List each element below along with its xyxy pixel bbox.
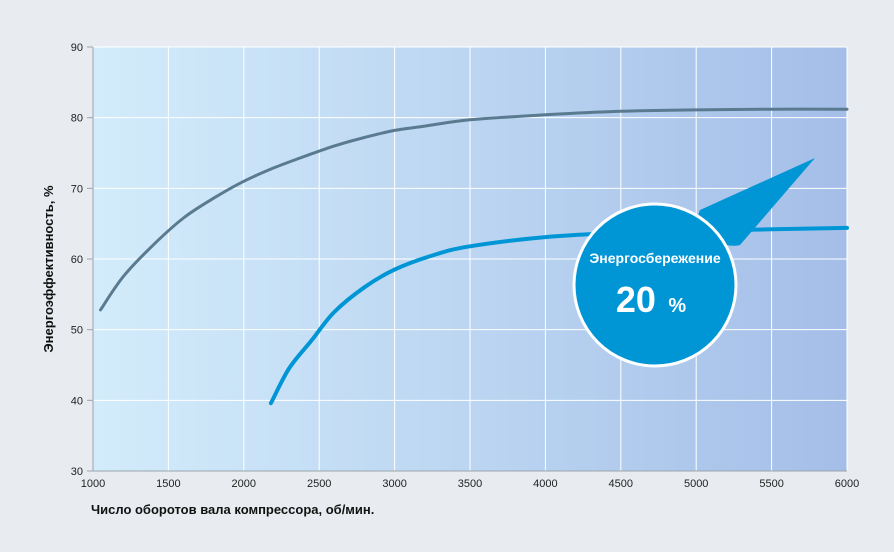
y-tick-label: 40 [71, 395, 83, 407]
x-tick-label: 4500 [609, 478, 633, 490]
x-tick-label: 5500 [759, 478, 783, 490]
x-tick-label: 1500 [156, 478, 180, 490]
y-axis-title: Энергоэффективность, % [41, 185, 56, 353]
series-line-1 [99, 107, 849, 312]
y-tick-label: 90 [71, 42, 83, 54]
y-tick-label: 80 [71, 113, 83, 125]
x-tick-label: 3500 [458, 478, 482, 490]
energy-saving-callout: Энергосбережение 20 % [572, 158, 815, 368]
callout-pointer [698, 158, 815, 246]
y-tick-label: 30 [71, 466, 83, 478]
x-tick-label: 2500 [307, 478, 331, 490]
x-tick-label: 5000 [684, 478, 708, 490]
y-tick-label: 50 [71, 325, 83, 337]
y-tick-label: 70 [71, 183, 83, 195]
x-tick-labels: 1000 1500 2000 2500 3000 3500 4000 4500 5000 5500… [81, 478, 859, 490]
x-tick-label: 1000 [81, 478, 105, 490]
x-tick-label: 4000 [533, 478, 557, 490]
y-tick-labels: 30 40 50 60 70 80 90 [71, 42, 83, 478]
callout-circle [572, 202, 738, 368]
callout-label: Энергосбережение [589, 250, 721, 266]
x-tick-label: 6000 [835, 478, 859, 490]
grid-lines [92, 46, 848, 472]
callout-value: 20 % [616, 279, 687, 320]
y-tick-label: 60 [71, 254, 83, 266]
axes [87, 46, 847, 472]
x-axis-title: Число оборотов вала компрессора, об/мин. [91, 502, 374, 517]
x-tick-label: 3000 [382, 478, 406, 490]
callout-value-unit: % [668, 295, 686, 317]
x-tick-label: 2000 [232, 478, 256, 490]
callout-value-number: 20 [616, 279, 656, 320]
